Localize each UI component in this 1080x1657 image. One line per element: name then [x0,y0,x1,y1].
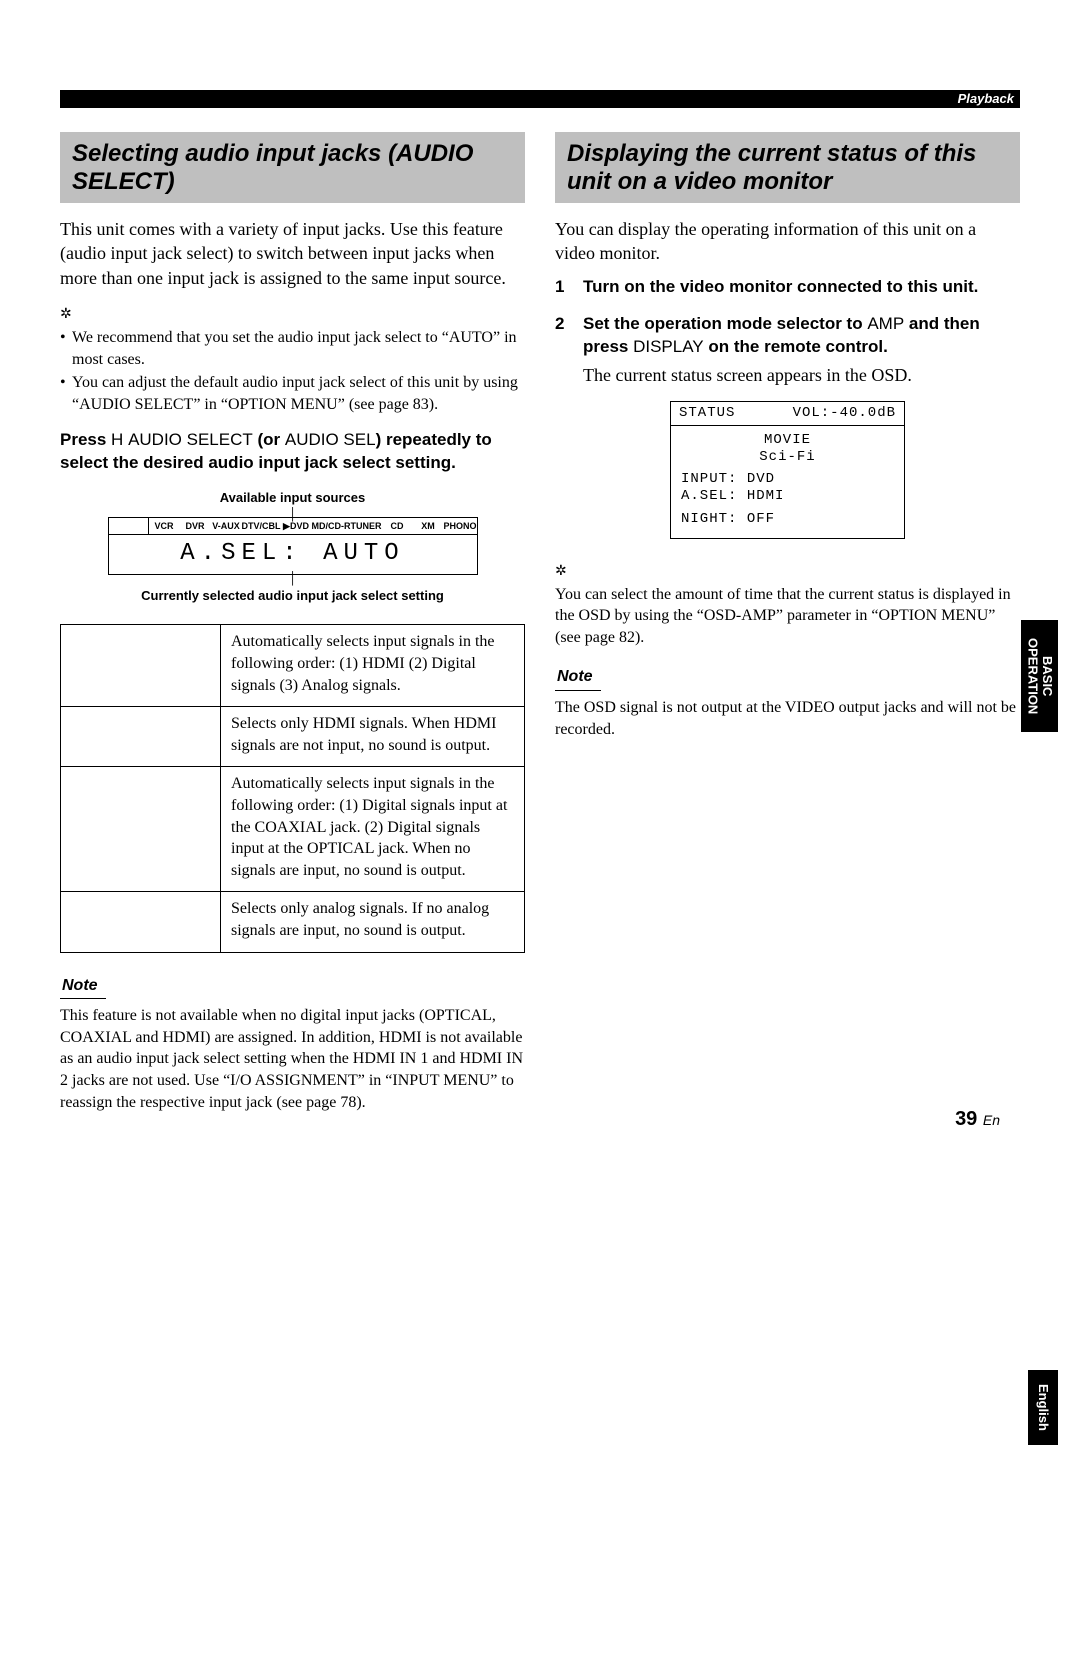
setting-key [61,767,221,892]
osd-input-label: INPUT: [681,471,737,488]
button-label: AUDIO SEL [285,430,376,449]
hint-icon: ✲ [60,306,72,325]
text: (or [253,430,285,449]
tip-item: You can adjust the default audio input j… [60,372,525,415]
button-label: DISPLAY [633,337,704,356]
side-tab-language-label: English [1036,1384,1051,1431]
note-heading: Note [60,975,106,1000]
osd-genre-line: Sci-Fi [681,449,894,466]
caption-available-sources: Available input sources [60,489,525,507]
setting-desc: Selects only HDMI signals. When HDMI sig… [221,707,525,767]
osd-screen: STATUS VOL:-40.0dB MOVIE Sci-Fi INPUT: D… [670,401,905,539]
page-number: 39 En [955,1106,1000,1133]
header-label: Playback [958,90,1014,108]
text: Press [60,430,111,449]
left-column: Selecting audio input jacks (AUDIO SELEC… [60,132,525,1123]
osd-night-label: NIGHT: [681,511,737,528]
step-item: Turn on the video monitor connected to t… [555,276,1020,299]
osd-movie-line: MOVIE [681,432,894,449]
table-row: Automatically selects input signals in t… [61,625,525,707]
intro-paragraph: You can display the operating informatio… [555,217,1020,266]
table-row: Automatically selects input signals in t… [61,767,525,892]
hint-icon: ✲ [555,563,567,582]
setting-desc: Selects only analog signals. If no analo… [221,892,525,952]
header-bar: Playback [60,90,1020,108]
table-row: Selects only HDMI signals. When HDMI sig… [61,707,525,767]
page-number-suffix: En [983,1112,1000,1128]
source-cell: MD/CD-R [312,518,351,534]
tick-mark: │ [108,575,478,581]
front-display-diagram: │ VCR DVR V-AUX DTV/CBL ▶DVD MD/CD-R TUN… [108,511,478,581]
section-heading-audio-select: Selecting audio input jacks (AUDIO SELEC… [60,132,525,203]
text: Set the operation mode selector to [583,314,867,333]
source-cell: XM [413,518,444,534]
note-body: This feature is not available when no di… [60,1005,525,1113]
text: on the remote control. [704,337,888,356]
lcd-display: A.SEL: AUTO [108,535,478,575]
side-tab-basic-operation: BASIC OPERATION [1021,620,1058,732]
steps-list: Turn on the video monitor connected to t… [555,276,1020,387]
osd-night-value: OFF [747,511,775,528]
source-cell: ▶DVD [281,518,312,534]
tip-body: You can select the amount of time that t… [555,584,1020,649]
source-cell: PHONO [444,518,477,534]
intro-paragraph: This unit comes with a variety of input … [60,217,525,290]
table-row: Selects only analog signals. If no analo… [61,892,525,952]
button-label: AMP [867,314,904,333]
osd-asel-value: HDMI [747,488,785,505]
setting-desc: Automatically selects input signals in t… [221,767,525,892]
tips-list: We recommend that you set the audio inpu… [60,327,525,415]
step-heading: Set the operation mode selector to AMP a… [583,313,1020,359]
caption-current-setting: Currently selected audio input jack sele… [60,587,525,605]
tip-item: We recommend that you set the audio inpu… [60,327,525,370]
osd-volume: VOL:-40.0dB [793,404,896,423]
osd-input-value: DVD [747,471,775,488]
section-heading-display-status: Displaying the current status of this un… [555,132,1020,203]
page-number-value: 39 [955,1108,977,1130]
osd-status-label: STATUS [679,404,735,423]
note-body: The OSD signal is not output at the VIDE… [555,697,1020,740]
side-tab-line: BASIC [1040,656,1055,696]
side-tab-language: English [1028,1370,1058,1445]
source-cell: TUNER [351,518,382,534]
osd-asel-label: A.SEL: [681,488,737,505]
step-heading: Turn on the video monitor connected to t… [583,276,1020,299]
control-letter: H [111,430,123,449]
setting-desc: Automatically selects input signals in t… [221,625,525,707]
side-tab-line: OPERATION [1026,638,1041,714]
source-cell: DTV/CBL [242,518,281,534]
source-cell: DVR [180,518,211,534]
blank-cell [109,518,149,534]
button-label: AUDIO SELECT [128,430,253,449]
source-cell: VCR [149,518,180,534]
settings-table: Automatically selects input signals in t… [60,624,525,952]
press-instruction: Press H AUDIO SELECT (or AUDIO SEL) repe… [60,429,525,475]
source-cell: CD [382,518,413,534]
source-cell: V-AUX [211,518,242,534]
step-item: Set the operation mode selector to AMP a… [555,313,1020,387]
right-column: Displaying the current status of this un… [555,132,1020,1123]
setting-key [61,892,221,952]
setting-key [61,707,221,767]
setting-key [61,625,221,707]
step-body: The current status screen appears in the… [583,363,1020,387]
sources-row: VCR DVR V-AUX DTV/CBL ▶DVD MD/CD-R TUNER… [108,517,478,535]
note-heading: Note [555,666,601,691]
